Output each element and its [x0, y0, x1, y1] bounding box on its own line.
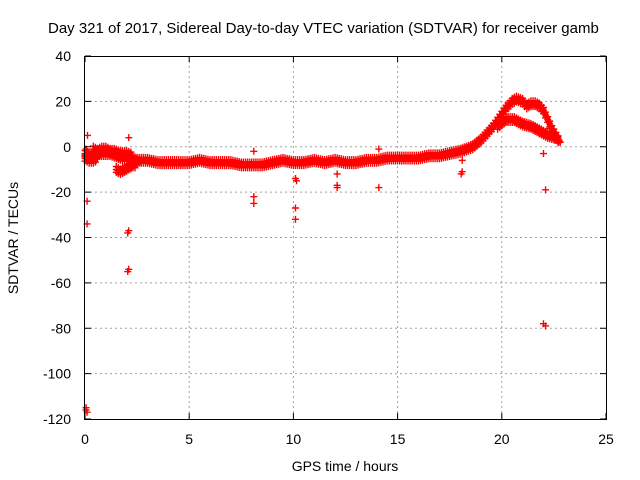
- y-tick-label: -60: [51, 275, 71, 291]
- x-axis-label: GPS time / hours: [292, 458, 399, 474]
- y-tick-label: 0: [63, 139, 71, 155]
- y-axis-label: SDTVAR / TECUs: [5, 182, 21, 294]
- outlier-point: [542, 322, 550, 330]
- outlier-point: [250, 193, 258, 201]
- branch-point: [129, 152, 137, 160]
- x-tick-label: 10: [286, 431, 302, 447]
- y-tick-label: -100: [43, 366, 71, 382]
- y-tick-label: -20: [51, 184, 71, 200]
- outlier-point: [546, 125, 554, 133]
- outlier-point: [124, 268, 132, 276]
- grid-layer: [85, 56, 606, 419]
- outlier-point: [250, 147, 258, 155]
- data-point: [539, 104, 547, 112]
- outlier-point: [375, 145, 383, 153]
- y-tick-label: -80: [51, 320, 71, 336]
- outlier-point: [333, 184, 341, 192]
- y-tick-label: 20: [55, 93, 71, 109]
- axis-ticks: 0 5 10 15 20 25 -120 -100 -80 -60 -40 -20 0 20 40: [43, 48, 614, 447]
- data-point: [542, 108, 550, 116]
- outlier-point: [291, 204, 299, 212]
- x-tick-label: 20: [494, 431, 510, 447]
- y-tick-label: -40: [51, 230, 71, 246]
- outlier-point: [124, 229, 132, 237]
- branch-point: [127, 148, 135, 156]
- outlier-point: [542, 186, 550, 194]
- outlier-point: [84, 131, 92, 139]
- branch-point: [556, 138, 564, 146]
- plot-frame: [84, 56, 607, 420]
- y-tick-label: -120: [43, 411, 71, 427]
- y-tick-label: 40: [55, 48, 71, 64]
- outlier-point: [125, 134, 133, 142]
- data-point: [544, 113, 552, 121]
- branch-point: [94, 154, 102, 162]
- outlier-point: [333, 170, 341, 178]
- data-point: [546, 117, 554, 125]
- outlier-point: [375, 184, 383, 192]
- x-tick-label: 0: [81, 431, 89, 447]
- x-tick-label: 5: [185, 431, 193, 447]
- x-tick-label: 15: [390, 431, 406, 447]
- x-tick-label: 25: [598, 431, 614, 447]
- branch-point: [133, 161, 141, 169]
- outlier-point: [291, 215, 299, 223]
- outlier-point: [458, 156, 466, 164]
- data-points: [81, 92, 564, 416]
- branch-point: [554, 133, 562, 141]
- outlier-point: [457, 170, 465, 178]
- chart-title: Day 321 of 2017, Sidereal Day-to-day VTE…: [48, 20, 599, 37]
- branch-point: [555, 137, 563, 145]
- outlier-point: [539, 150, 547, 158]
- branch-point: [91, 158, 99, 166]
- outlier-point: [293, 177, 301, 185]
- outlier-point: [250, 199, 258, 207]
